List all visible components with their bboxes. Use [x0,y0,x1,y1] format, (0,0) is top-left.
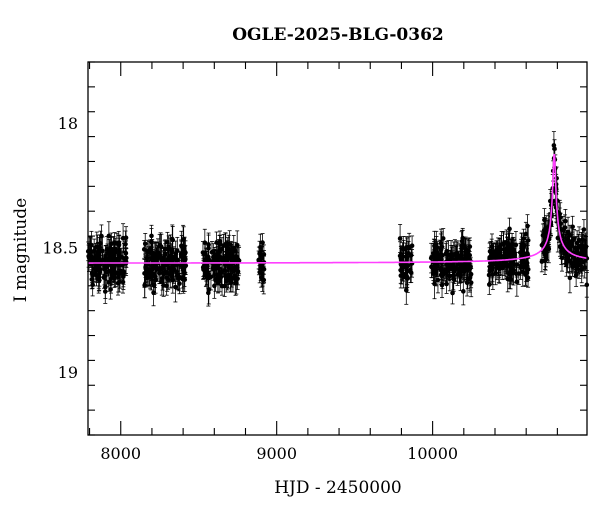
data-point [170,265,175,288]
data-point [468,256,473,277]
data-point [439,272,445,298]
data-point [564,235,570,257]
data-point [112,267,117,288]
data-point [400,252,405,282]
data-point [429,254,435,279]
data-point [523,263,528,286]
x-tick-label: 8000 [100,444,141,463]
data-point [206,244,212,275]
data-point [458,258,463,284]
data-point [573,263,579,287]
data-point [464,269,470,297]
data-point [100,236,105,265]
data-point [226,266,232,285]
data-point [165,231,170,253]
data-point [157,234,162,258]
data-point [223,269,229,293]
y-axis-label: I magnitude [11,198,31,302]
data-point [212,272,217,299]
data-point [450,281,455,305]
data-point [107,239,112,262]
data-point [454,244,459,271]
data-point [403,275,409,305]
data-point [175,236,180,265]
data-point [117,244,122,273]
data-point [116,230,122,255]
x-axis-label: HJD - 2450000 [274,478,402,498]
data-point [96,246,102,275]
data-point [514,267,520,297]
data-point [508,260,513,285]
data-point [432,261,437,282]
data-point [106,273,112,292]
axis-tick-labels: 8000 9000 10000 18 18.5 19 [42,114,458,463]
data-point [120,250,125,280]
data-point [434,236,439,258]
data-point [167,253,172,283]
data-point [404,253,410,280]
data-point [260,233,265,252]
data-point [462,238,468,261]
data-point [524,241,530,266]
y-tick-label: 18.5 [42,239,78,258]
data-point [403,236,409,259]
model-curve [88,153,587,264]
data-point [573,249,578,273]
data-point [443,242,449,265]
chart-title: OGLE-2025-BLG-0362 [232,25,444,45]
data-point [507,217,512,240]
data-point [463,251,469,281]
data-point [567,262,573,294]
x-tick-label: 9000 [256,444,297,463]
plot-frame [87,61,588,436]
data-point [451,266,456,292]
y-tick-label: 18 [58,114,78,133]
data-point [540,223,546,248]
data-point [217,230,223,253]
y-tick-label: 19 [58,363,78,382]
data-point [182,267,188,292]
data-point [261,253,266,284]
data-points [85,131,590,307]
data-point [467,237,473,256]
data-point [149,228,154,256]
data-point [142,259,147,288]
data-point [563,209,568,234]
data-point [102,266,107,286]
data-point [487,274,492,295]
data-point [176,266,181,292]
data-point [152,252,158,280]
data-point [494,247,500,270]
data-point [200,241,206,264]
data-point [91,255,97,282]
data-point [123,230,128,258]
data-point [147,264,153,290]
data-point [439,256,444,280]
data-point [215,264,221,294]
axis-ticks [88,61,587,436]
data-point [169,224,175,254]
data-point [102,279,108,304]
data-point [234,256,240,284]
data-point [505,255,510,275]
data-point [180,224,186,255]
data-point [160,260,166,286]
data-point [438,233,444,264]
data-point [409,235,415,256]
data-point [490,259,496,290]
x-tick-label: 10000 [407,444,458,463]
data-point [498,254,504,276]
data-point [460,229,466,260]
